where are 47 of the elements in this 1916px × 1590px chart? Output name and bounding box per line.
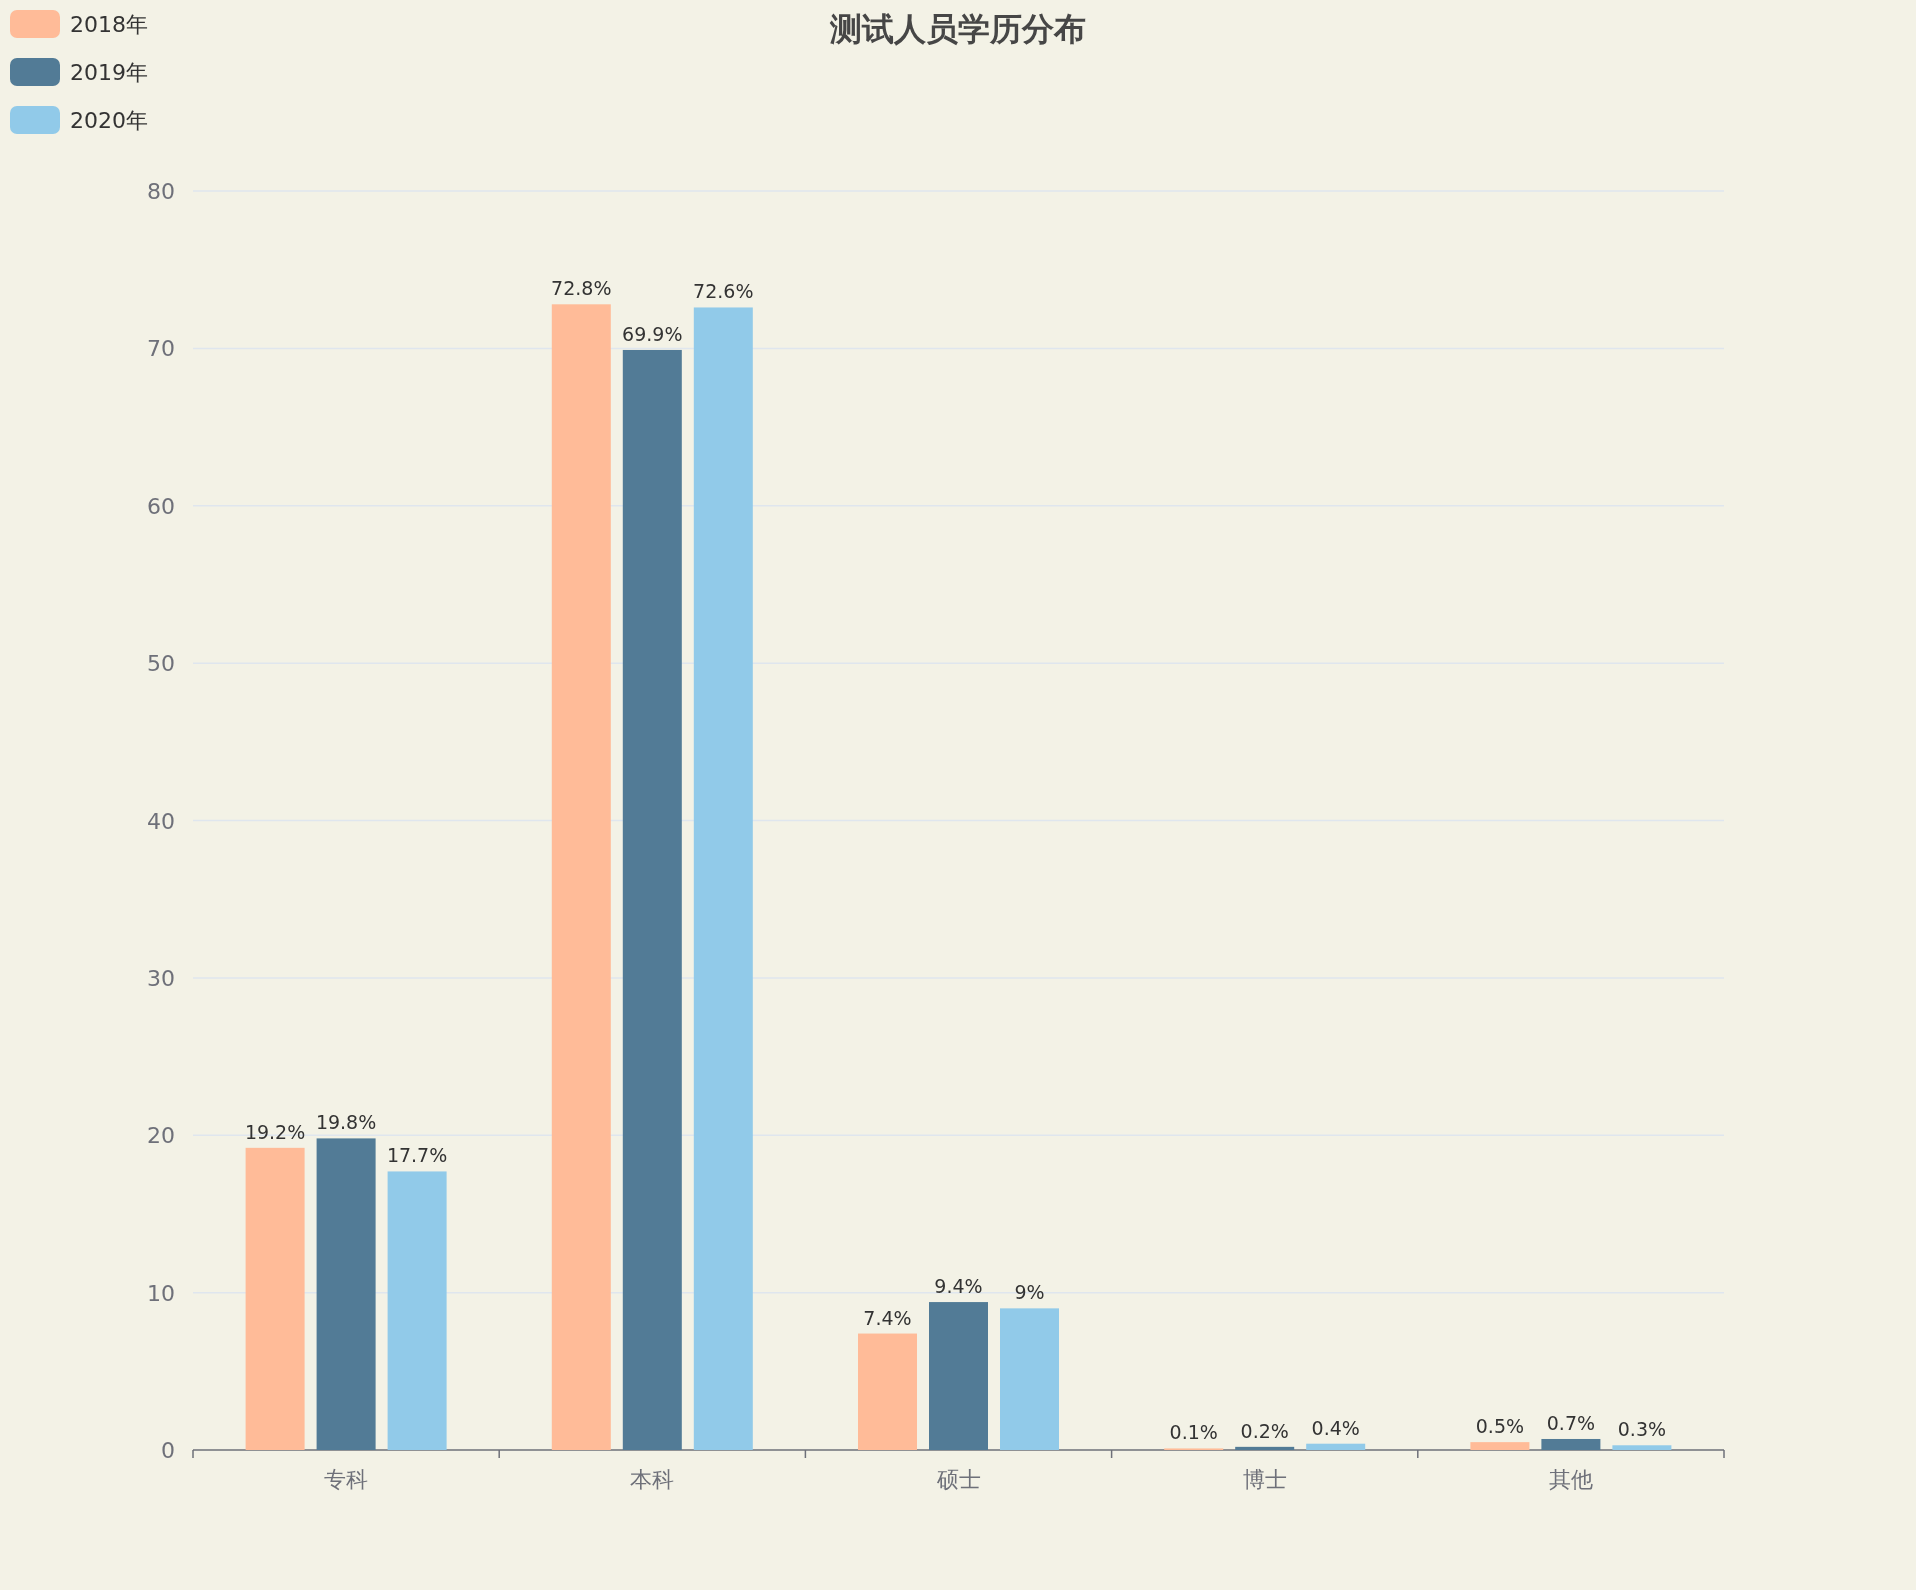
- x-tick-label: 其他: [1548, 1467, 1593, 1492]
- data-label: 9%: [1014, 1281, 1045, 1304]
- data-label: 7.4%: [863, 1306, 912, 1329]
- bar: [316, 1138, 376, 1450]
- x-tick-label: 博士: [1242, 1467, 1287, 1492]
- bar: [1612, 1445, 1672, 1450]
- data-label: 0.4%: [1311, 1416, 1360, 1439]
- x-tick-label: 本科: [630, 1467, 675, 1492]
- bar: [622, 349, 682, 1450]
- bar: [245, 1147, 305, 1450]
- data-label: 69.9%: [622, 322, 683, 345]
- y-tick-label: 0: [161, 1438, 175, 1463]
- y-tick-label: 80: [147, 179, 175, 204]
- bar: [387, 1171, 447, 1450]
- y-tick-label: 60: [147, 493, 175, 519]
- bar: [1470, 1442, 1530, 1450]
- bar: [929, 1302, 988, 1450]
- data-label: 19.8%: [315, 1111, 377, 1134]
- bar: [1306, 1443, 1366, 1450]
- y-tick-label: 10: [147, 1280, 175, 1306]
- data-label: 0.1%: [1169, 1421, 1218, 1444]
- y-tick-label: 20: [147, 1123, 175, 1149]
- data-label: 0.2%: [1240, 1419, 1289, 1442]
- bar: [1235, 1446, 1295, 1450]
- bar: [858, 1333, 917, 1450]
- y-tick-label: 30: [147, 965, 175, 991]
- legend-label: 2019年: [70, 60, 148, 85]
- data-label: 72.8%: [551, 277, 612, 300]
- data-label: 72.6%: [693, 280, 754, 303]
- y-tick-label: 70: [147, 336, 175, 362]
- data-label: 0.5%: [1475, 1415, 1525, 1438]
- bar: [1000, 1308, 1059, 1450]
- data-label: 0.3%: [1617, 1418, 1667, 1441]
- bar: [551, 304, 611, 1450]
- data-label: 19.2%: [244, 1120, 306, 1143]
- legend-label: 2018年: [70, 12, 148, 37]
- legend-label: 2020年: [70, 108, 148, 133]
- x-tick-label: 硕士: [935, 1467, 981, 1492]
- bar: [1541, 1438, 1601, 1450]
- x-tick-label: 专科: [324, 1467, 369, 1492]
- chart-title: 测试人员学历分布: [829, 10, 1086, 48]
- data-label: 0.7%: [1546, 1411, 1596, 1434]
- bar: [693, 307, 753, 1450]
- y-tick-label: 50: [147, 651, 175, 677]
- y-tick-label: 40: [147, 808, 175, 834]
- data-label: 9.4%: [934, 1275, 983, 1298]
- data-label: 17.7%: [386, 1144, 448, 1167]
